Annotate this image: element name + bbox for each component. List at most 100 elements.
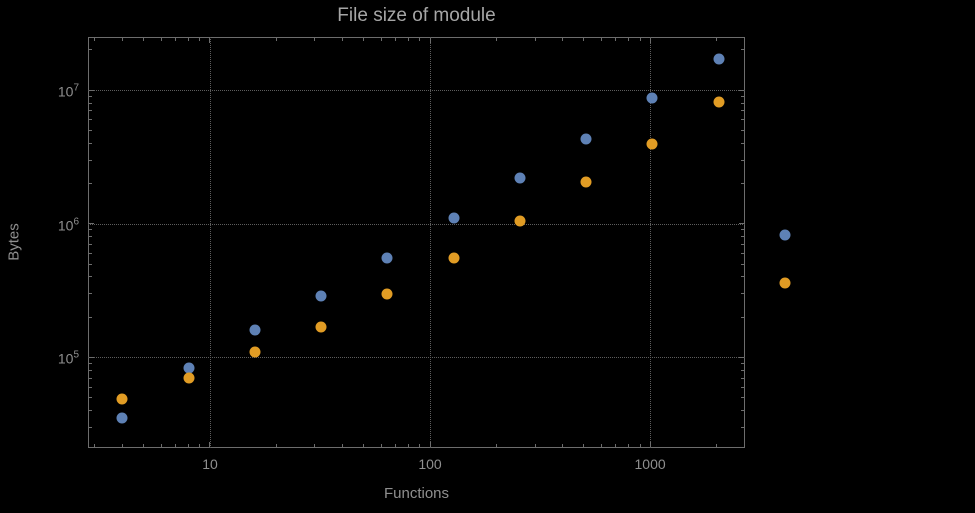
x-tick <box>160 38 162 41</box>
data-point-orange <box>713 96 725 108</box>
y-tick <box>741 183 744 185</box>
x-tick <box>600 444 602 447</box>
x-tick <box>715 38 717 41</box>
y-tick <box>741 142 744 144</box>
x-tick-label: 10 <box>202 456 218 472</box>
y-tick <box>89 95 92 97</box>
y-tick <box>89 89 94 91</box>
x-tick <box>419 444 421 447</box>
data-point-orange <box>183 372 195 384</box>
y-tick <box>89 276 92 278</box>
x-tick <box>562 38 564 41</box>
data-point-orange <box>514 215 526 227</box>
y-tick <box>89 183 92 185</box>
x-tick <box>628 444 630 447</box>
y-tick <box>89 263 92 265</box>
x-tick <box>600 38 602 41</box>
data-point-orange <box>448 252 460 264</box>
x-axis-label: Functions <box>383 485 450 502</box>
x-tick <box>199 38 201 41</box>
y-tick <box>89 252 92 254</box>
y-tick <box>739 356 744 358</box>
x-tick <box>275 38 277 41</box>
x-tick <box>395 444 397 447</box>
y-tick <box>741 102 744 104</box>
data-point-blue <box>448 212 460 224</box>
x-tick <box>534 444 536 447</box>
data-point-blue <box>713 53 725 65</box>
x-tick <box>188 38 190 41</box>
x-tick <box>380 38 382 41</box>
y-tick <box>89 236 92 238</box>
x-tick <box>160 444 162 447</box>
x-gridline <box>430 37 432 448</box>
x-tick <box>419 38 421 41</box>
x-tick <box>209 442 211 447</box>
x-tick <box>121 38 123 41</box>
x-tick <box>639 444 641 447</box>
x-tick <box>628 38 630 41</box>
y-tick <box>741 129 744 131</box>
x-tick <box>715 444 717 447</box>
x-tick <box>175 38 177 41</box>
y-tick <box>741 397 744 399</box>
x-tick <box>94 38 96 41</box>
data-point-blue <box>116 412 128 424</box>
x-tick <box>495 38 497 41</box>
y-tick <box>89 426 92 428</box>
data-point-blue <box>514 172 526 184</box>
x-tick <box>209 38 211 43</box>
y-gridline <box>88 223 745 225</box>
y-tick <box>89 363 92 365</box>
y-tick <box>741 244 744 245</box>
y-tick <box>741 377 744 379</box>
x-tick <box>639 38 641 41</box>
x-tick <box>649 442 651 447</box>
data-point-orange <box>116 393 128 405</box>
y-tick <box>741 49 744 51</box>
y-tick <box>739 89 744 91</box>
y-tick <box>89 49 92 51</box>
x-tick <box>363 38 365 41</box>
y-tick <box>741 386 744 388</box>
data-point-orange <box>381 288 393 300</box>
x-tick <box>395 38 397 41</box>
x-tick <box>649 38 651 43</box>
x-tick <box>341 38 343 41</box>
y-gridline <box>88 90 745 92</box>
y-tick <box>89 386 92 388</box>
data-point-blue <box>249 324 261 336</box>
data-point-blue <box>381 252 393 264</box>
y-tick <box>741 110 744 112</box>
y-tick <box>89 142 92 144</box>
x-tick <box>314 444 316 447</box>
data-point-blue <box>580 133 592 145</box>
x-tick <box>429 442 431 447</box>
plot-frame <box>88 37 745 448</box>
data-point-blue <box>315 290 327 302</box>
y-tick <box>741 252 744 254</box>
x-tick <box>429 38 431 43</box>
data-point-orange <box>249 346 261 358</box>
x-tick <box>363 444 365 447</box>
y-tick <box>89 356 94 358</box>
y-tick <box>89 397 92 399</box>
y-tick <box>741 119 744 121</box>
x-tick <box>615 38 617 41</box>
x-tick <box>94 444 96 447</box>
y-tick <box>741 293 744 295</box>
x-tick <box>583 444 585 447</box>
data-point-blue <box>646 92 658 104</box>
y-tick <box>89 293 92 295</box>
x-tick <box>615 444 617 447</box>
y-tick <box>741 263 744 265</box>
data-point-blue <box>183 362 195 374</box>
x-tick <box>121 444 123 447</box>
x-tick <box>341 444 343 447</box>
y-tick <box>741 426 744 428</box>
data-point-blue <box>779 229 791 241</box>
x-tick <box>562 444 564 447</box>
y-tick <box>741 159 744 161</box>
y-tick <box>741 236 744 238</box>
